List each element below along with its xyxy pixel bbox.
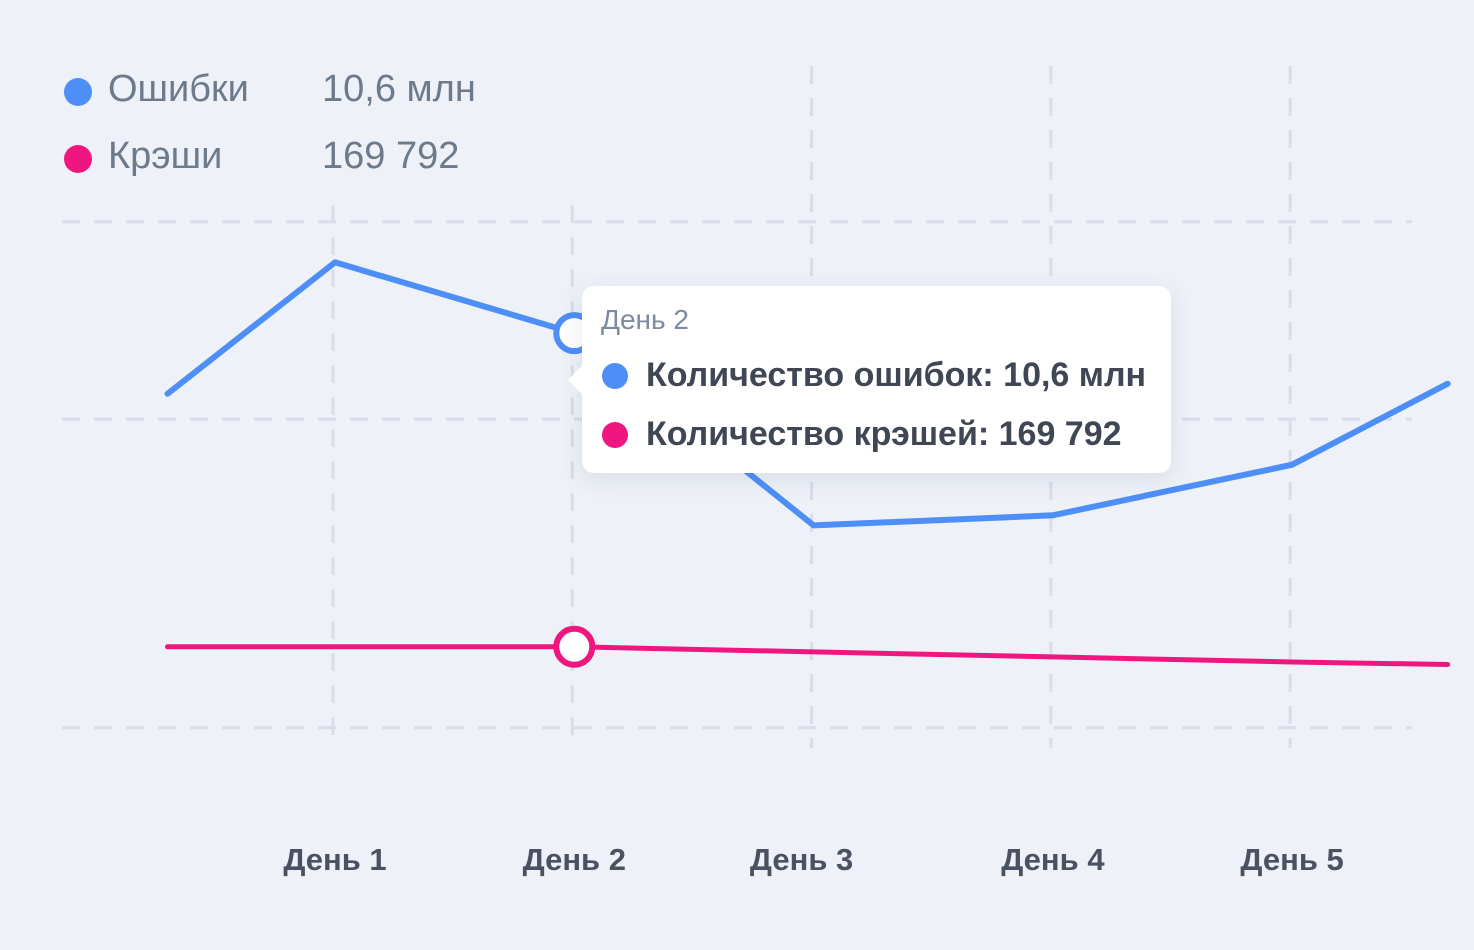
tooltip-crashes-text: Количество крэшей: 169 792 bbox=[646, 415, 1122, 453]
x-axis-ticks: День 1 День 2 День 3 День 4 День 5 bbox=[283, 842, 1343, 877]
legend-value: 10,6 млн bbox=[322, 68, 476, 110]
errors-dot-icon bbox=[602, 363, 628, 389]
legend-label: Ошибки bbox=[108, 68, 249, 110]
tooltip-title: День 2 bbox=[601, 304, 689, 335]
tooltip-row-errors: Количество ошибок: 10,6 млн bbox=[601, 354, 1161, 398]
series-layer bbox=[164, 259, 1451, 667]
x-tick-label: День 3 bbox=[750, 842, 853, 877]
chart-tooltip: День 2 Количество ошибок: 10,6 млн Колич… bbox=[568, 286, 1171, 473]
legend-item-errors[interactable]: Ошибки 10,6 млн bbox=[62, 62, 542, 122]
legend-value: 169 792 bbox=[322, 135, 460, 177]
tooltip-errors-text: Количество ошибок: 10,6 млн bbox=[646, 356, 1147, 394]
x-tick-label: День 1 bbox=[283, 842, 386, 877]
errors-series-line bbox=[164, 259, 1451, 529]
tooltip-row-crashes: Количество крэшей: 169 792 bbox=[601, 413, 1161, 457]
errors-dot-icon bbox=[64, 78, 92, 106]
tooltip-pointer bbox=[568, 366, 582, 394]
x-tick-label: День 4 bbox=[1001, 842, 1105, 877]
crashes-dot-icon bbox=[64, 145, 92, 173]
crashes-dot-icon bbox=[602, 422, 628, 448]
crashes-highlight-marker bbox=[553, 625, 596, 668]
crashes-series-line bbox=[165, 644, 1451, 667]
legend-label: Крэши bbox=[108, 135, 223, 177]
x-tick-label: День 2 bbox=[523, 842, 626, 877]
x-tick-label: День 5 bbox=[1240, 842, 1343, 877]
legend-item-crashes[interactable]: Крэши 169 792 bbox=[62, 129, 542, 189]
